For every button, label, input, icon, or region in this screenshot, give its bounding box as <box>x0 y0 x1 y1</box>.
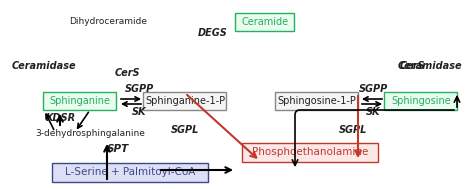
Text: Sphinganine: Sphinganine <box>49 96 110 106</box>
Text: SK: SK <box>132 107 146 117</box>
Text: SK: SK <box>366 107 380 117</box>
FancyBboxPatch shape <box>242 143 378 161</box>
Text: L-Serine + Palmitoyl-CoA: L-Serine + Palmitoyl-CoA <box>65 167 195 177</box>
Text: Sphingosine: Sphingosine <box>391 96 451 106</box>
Text: Ceramidase: Ceramidase <box>12 61 77 71</box>
Text: Sphingosine-1-P: Sphingosine-1-P <box>278 96 356 106</box>
FancyBboxPatch shape <box>384 92 457 110</box>
Text: SGPL: SGPL <box>339 125 367 135</box>
Text: Dihydroceramide: Dihydroceramide <box>69 18 147 26</box>
Text: SPT: SPT <box>107 144 129 154</box>
Text: CerS: CerS <box>115 68 140 78</box>
FancyBboxPatch shape <box>44 92 117 110</box>
Text: SGPL: SGPL <box>171 125 199 135</box>
Text: DEGS: DEGS <box>198 28 228 38</box>
Text: KDSR: KDSR <box>46 113 76 123</box>
Text: Phosphoethanolamine: Phosphoethanolamine <box>252 147 368 157</box>
Text: Sphinganine-1-P: Sphinganine-1-P <box>145 96 225 106</box>
Text: CerS: CerS <box>400 61 426 71</box>
Text: Ceramidase: Ceramidase <box>397 61 462 71</box>
FancyBboxPatch shape <box>52 163 208 181</box>
Text: SGPP: SGPP <box>358 84 388 94</box>
FancyBboxPatch shape <box>275 92 358 110</box>
Text: Ceramide: Ceramide <box>241 17 289 27</box>
Text: 3-dehydrosphingalanine: 3-dehydrosphingalanine <box>35 129 145 139</box>
FancyBboxPatch shape <box>236 13 294 31</box>
Text: SGPP: SGPP <box>124 84 154 94</box>
FancyBboxPatch shape <box>144 92 227 110</box>
